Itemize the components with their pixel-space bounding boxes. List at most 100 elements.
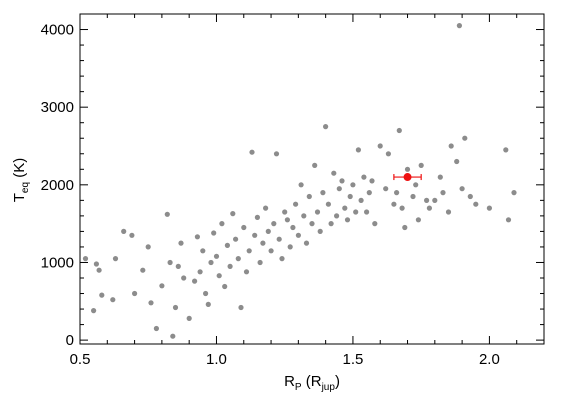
data-point [448,143,454,149]
data-point [222,283,228,290]
data-point [148,300,154,306]
data-point [394,190,400,196]
data-point [383,186,389,192]
data-point [369,178,375,184]
data-point [205,301,211,307]
data-point [372,221,378,227]
data-point [312,162,318,168]
x-axis-ticks: 0.5 1.0 1.5 2.0 [70,14,545,368]
data-point [194,234,200,240]
data-point [260,240,266,246]
data-point [325,201,331,207]
data-point [511,190,517,196]
data-point [437,174,443,180]
data-point [336,186,342,192]
data-point [377,143,383,149]
data-point [99,292,105,298]
data-point [145,244,151,250]
data-point [331,170,337,176]
data-point [170,333,176,339]
population-points [82,23,517,339]
data-point [91,308,97,314]
x-tick-label: 1.5 [343,351,364,368]
y-axis-label: Teq (K) [11,158,31,202]
data-point [347,193,353,200]
data-point [314,209,321,215]
data-point [328,221,334,227]
data-point [197,269,203,275]
data-point [121,228,127,234]
data-point [227,263,233,269]
data-point [110,297,116,303]
data-point [440,190,446,196]
data-point [178,240,184,246]
y-tick-label: 1000 [41,254,74,271]
data-point [235,256,241,262]
y-tick-label: 2000 [41,177,74,194]
data-point [396,127,402,134]
data-point [344,217,351,223]
data-point [350,182,356,188]
data-point [265,228,271,234]
data-point [432,197,438,203]
highlight-point [403,173,412,182]
data-point [290,224,296,231]
data-point [159,283,165,289]
data-point [219,221,225,227]
data-point [402,224,408,231]
data-point [140,267,146,273]
data-point [339,178,345,184]
data-point [413,182,419,188]
y-tick-label: 4000 [41,22,74,39]
data-point [323,124,329,130]
data-point [241,224,247,231]
data-point [129,232,135,238]
data-point [246,248,252,254]
data-point [454,158,460,165]
data-point [404,166,411,172]
data-point [181,275,187,281]
data-point [208,259,214,266]
data-point [167,259,173,266]
plot-frame [79,13,545,345]
data-point [273,151,280,157]
data-point [298,182,304,188]
data-point [456,23,462,29]
data-point [317,228,323,234]
data-point [391,201,397,207]
data-point [309,221,315,227]
data-point [224,242,230,248]
data-point [358,197,364,203]
data-point [233,236,239,242]
data-point [249,149,255,155]
x-tick-label: 0.5 [70,351,91,368]
data-point [366,190,372,196]
data-point [303,240,310,246]
data-point [342,205,348,211]
data-point [254,214,260,220]
data-point [503,147,509,153]
data-point [238,304,244,311]
data-point [364,209,370,215]
data-point [93,261,99,267]
data-point [426,205,432,211]
data-point [467,193,473,200]
data-point [410,193,416,200]
data-point [216,273,222,279]
data-point [486,205,492,211]
data-point [320,190,326,196]
data-point [271,221,277,227]
data-point [257,259,263,266]
data-point [505,217,512,223]
data-point [353,209,359,215]
data-point [153,325,159,332]
data-point [295,232,301,238]
data-point [418,162,424,168]
data-point [112,256,119,262]
data-point [175,263,181,269]
data-point [213,253,220,259]
y-tick-label: 3000 [41,99,74,116]
data-point [172,304,179,311]
data-point [385,151,391,157]
